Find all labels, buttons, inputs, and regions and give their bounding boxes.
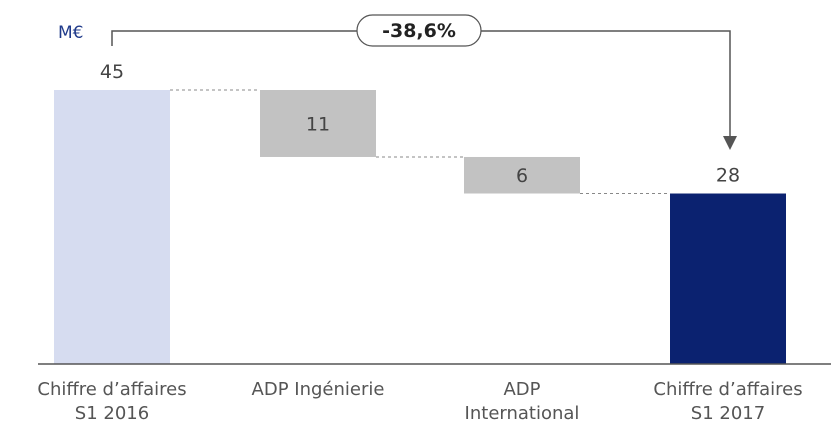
bar: [670, 193, 786, 364]
bracket-arrow: [111, 30, 731, 138]
bar: [464, 156, 580, 194]
bar: [260, 90, 376, 157]
data-label: 6: [516, 165, 528, 187]
category-label: ADP International: [465, 379, 580, 424]
bar: [54, 90, 170, 364]
change-label: -38,6%: [382, 20, 456, 42]
data-label: 28: [716, 165, 740, 187]
category-label: Chiffre d’affaires S1 2016: [37, 379, 186, 424]
unit-label: M€: [58, 23, 83, 43]
category-label: ADP Ingénierie: [252, 379, 385, 400]
category-label: Chiffre d’affaires S1 2017: [653, 379, 802, 424]
arrow-head: [723, 136, 737, 150]
change-pill: [356, 14, 482, 47]
data-label: 45: [100, 61, 124, 83]
data-label: 11: [306, 113, 330, 135]
